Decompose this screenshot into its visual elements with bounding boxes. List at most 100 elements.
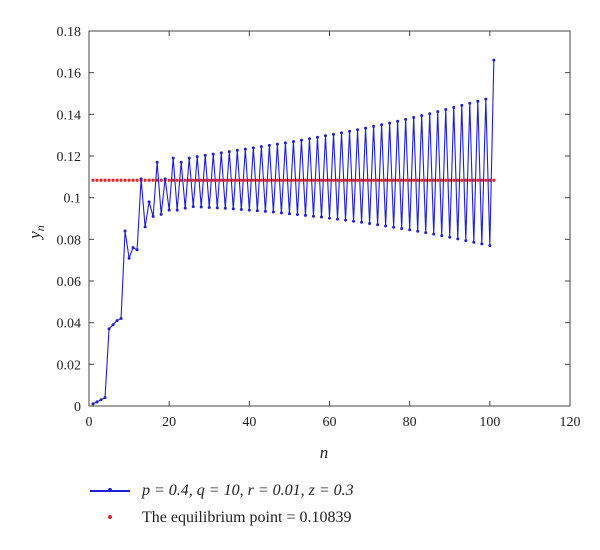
legend-item-blue: p = 0.4, q = 10, r = 0.01, z = 0.3	[88, 480, 354, 502]
equilibrium-point	[135, 178, 139, 182]
y-axis-label: yn	[25, 225, 47, 241]
equilibrium-point	[275, 178, 279, 182]
blue-series	[91, 58, 496, 406]
y-tick-label: 0.14	[57, 108, 82, 123]
equilibrium-point	[239, 178, 243, 182]
data-point	[183, 206, 187, 210]
equilibrium-point	[287, 178, 292, 182]
equilibrium-point	[347, 178, 352, 182]
equilibrium-point	[95, 178, 99, 182]
equilibrium-point	[448, 178, 452, 182]
equilibrium-point	[99, 178, 103, 182]
equilibrium-point	[339, 178, 344, 182]
data-point	[484, 97, 488, 101]
data-point	[472, 240, 476, 244]
equilibrium-point	[363, 178, 368, 182]
data-point	[135, 248, 139, 252]
data-point	[476, 99, 480, 103]
data-point	[376, 223, 380, 227]
data-point	[396, 119, 400, 123]
data-point	[243, 147, 247, 151]
equilibrium-point	[271, 178, 275, 182]
equilibrium-point	[440, 178, 444, 182]
data-point	[199, 205, 203, 209]
equilibrium-point	[460, 178, 464, 182]
series-line	[92, 60, 495, 405]
data-point	[219, 151, 223, 155]
data-point	[143, 225, 147, 229]
equilibrium-point	[436, 178, 440, 182]
data-point	[344, 218, 348, 222]
equilibrium-point	[444, 178, 448, 182]
data-point	[91, 402, 95, 406]
equilibrium-point	[392, 178, 396, 182]
data-point	[151, 214, 155, 218]
data-point	[303, 213, 307, 217]
equilibrium-point	[203, 178, 207, 182]
y-axis: 0 0.02 0.04 0.06 0.08 0.1 0.12 0.14 0.16 0.18	[57, 25, 570, 415]
equilibrium-point	[380, 178, 384, 182]
y-axis-label-main: y	[25, 231, 44, 241]
equilibrium-point	[127, 178, 131, 182]
data-point	[203, 153, 207, 157]
x-tick-label: 20	[162, 415, 176, 430]
data-point	[436, 110, 440, 114]
x-tick-label: 60	[323, 415, 337, 430]
equilibrium-point	[159, 178, 163, 182]
equilibrium-point	[195, 178, 199, 182]
data-point	[332, 132, 336, 136]
data-point	[460, 103, 464, 107]
data-point	[348, 129, 352, 133]
data-point	[488, 244, 492, 248]
data-point	[404, 117, 408, 121]
equilibrium-point	[263, 178, 267, 182]
equilibrium-point	[331, 178, 336, 182]
equilibrium-point	[327, 178, 332, 182]
equilibrium-point	[468, 178, 472, 182]
equilibrium-point	[143, 178, 147, 182]
data-point	[444, 108, 448, 112]
equilibrium-point	[488, 178, 492, 182]
data-point	[420, 114, 424, 118]
legend: p = 0.4, q = 10, r = 0.01, z = 0.3 The e…	[88, 480, 508, 540]
equilibrium-point	[119, 178, 123, 182]
y-tick-label: 0.06	[57, 275, 82, 290]
equilibrium-point	[472, 178, 476, 182]
equilibrium-point	[295, 178, 300, 182]
equilibrium-point	[215, 178, 219, 182]
equilibrium-point	[303, 178, 308, 182]
equilibrium-point	[111, 178, 115, 182]
data-point	[352, 219, 356, 223]
data-point	[408, 228, 412, 232]
legend-swatch-blue	[88, 480, 132, 502]
data-point	[340, 131, 344, 135]
data-point	[384, 224, 388, 228]
data-point	[215, 206, 219, 210]
data-point	[368, 222, 372, 225]
equilibrium-point	[279, 178, 283, 182]
equilibrium-point	[376, 178, 380, 182]
equilibrium-point	[103, 178, 107, 182]
data-point	[247, 208, 251, 212]
y-tick-label: 0	[74, 400, 81, 415]
data-point	[95, 400, 99, 404]
equilibrium-point	[115, 178, 119, 182]
data-point	[147, 200, 151, 204]
legend-swatch-red	[88, 507, 132, 529]
equilibrium-point	[323, 178, 328, 182]
y-tick-label: 0.1	[64, 192, 82, 207]
data-point	[235, 148, 239, 152]
equilibrium-point	[171, 178, 175, 182]
equilibrium-point	[351, 178, 356, 182]
data-point	[295, 213, 299, 217]
data-point	[255, 209, 259, 213]
y-tick-label: 0.12	[57, 150, 82, 165]
data-point	[275, 142, 279, 146]
equilibrium-point	[211, 178, 215, 182]
equilibrium-point	[456, 178, 460, 182]
x-tick-label: 100	[479, 415, 500, 430]
data-point	[336, 217, 340, 221]
equilibrium-point	[319, 178, 324, 182]
equilibrium-point	[359, 178, 364, 182]
